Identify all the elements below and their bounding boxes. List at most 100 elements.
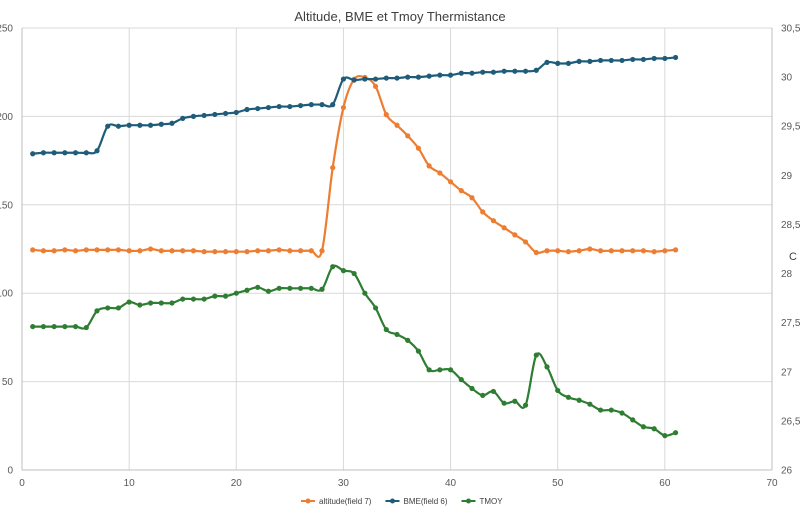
data-point (233, 249, 239, 255)
data-point (180, 296, 186, 302)
data-point (330, 264, 336, 270)
data-point (565, 394, 572, 400)
data-point (662, 248, 668, 254)
data-point (94, 247, 100, 253)
data-point (308, 285, 314, 291)
data-point (597, 407, 604, 413)
data-point (190, 113, 197, 119)
data-point (576, 58, 582, 64)
data-point (94, 148, 100, 154)
data-point (630, 248, 636, 254)
data-point (62, 247, 68, 253)
legend-swatch-marker (466, 498, 471, 504)
data-point (522, 68, 529, 74)
y-tick-label: 0 (7, 466, 13, 477)
data-point (276, 103, 282, 110)
data-point (458, 70, 464, 76)
data-point (244, 249, 250, 255)
data-point (565, 60, 572, 66)
data-point (265, 288, 272, 294)
data-point (137, 302, 143, 308)
data-point (308, 248, 314, 254)
data-point (415, 348, 422, 354)
y2-tick-label: 28,5 (781, 220, 800, 231)
data-point (255, 284, 261, 290)
data-point (319, 286, 325, 292)
data-point (458, 188, 464, 194)
data-point (597, 248, 604, 254)
data-point (265, 248, 272, 254)
data-point (501, 225, 507, 231)
legend-label: TMOY (480, 497, 504, 506)
data-point (651, 426, 657, 432)
legend-label: altitude(field 7) (319, 497, 372, 506)
data-point (115, 123, 122, 129)
data-point (619, 57, 625, 64)
data-point (51, 248, 57, 254)
data-point (72, 323, 79, 330)
data-point (297, 102, 304, 109)
y2-axis-title: C (789, 251, 797, 263)
data-point (555, 60, 561, 66)
x-tick-label: 20 (231, 478, 243, 489)
data-point (394, 75, 400, 81)
x-tick-label: 50 (552, 478, 564, 489)
data-point (469, 195, 475, 201)
data-point (190, 248, 197, 254)
data-point (533, 352, 539, 358)
data-point (555, 248, 561, 254)
data-point (576, 397, 582, 403)
data-point (533, 67, 539, 73)
data-point (501, 400, 507, 406)
series-1 (30, 74, 679, 258)
data-point (555, 387, 561, 394)
data-point (265, 104, 272, 111)
data-point (672, 247, 679, 253)
data-point (405, 337, 411, 343)
data-point (126, 299, 132, 305)
x-tick-label: 0 (19, 478, 25, 489)
data-point (662, 55, 668, 62)
series-2 (30, 54, 679, 157)
data-point (340, 76, 347, 82)
data-point (340, 104, 347, 111)
data-point (83, 324, 89, 331)
data-point (447, 367, 454, 373)
data-point (651, 249, 657, 255)
data-point (180, 248, 186, 254)
data-point (94, 308, 100, 314)
data-point (587, 401, 593, 407)
data-point (415, 74, 422, 80)
x-tick-label: 30 (338, 478, 350, 489)
data-point (426, 367, 432, 373)
data-point (512, 232, 518, 238)
data-point (544, 59, 550, 65)
data-point (222, 293, 229, 299)
x-tick-label: 60 (659, 478, 671, 489)
data-point (308, 102, 314, 108)
data-point (651, 55, 657, 62)
data-point (480, 209, 486, 215)
data-point (287, 103, 293, 110)
data-point (30, 323, 36, 330)
y2-tick-label: 27 (781, 367, 793, 378)
data-point (672, 54, 679, 61)
data-point (51, 323, 57, 330)
data-point (287, 285, 293, 291)
data-point (147, 122, 154, 128)
data-point (544, 248, 550, 254)
data-point (190, 296, 197, 302)
data-point (40, 248, 47, 254)
y-tick-label: 200 (0, 112, 13, 123)
data-point (469, 385, 475, 392)
data-point (169, 248, 175, 254)
legend-swatch-marker (305, 498, 311, 504)
y2-tick-label: 28 (781, 269, 793, 280)
data-point (147, 300, 154, 306)
data-point (619, 410, 625, 416)
data-point (255, 105, 261, 112)
data-point (115, 305, 122, 311)
data-point (233, 109, 239, 116)
